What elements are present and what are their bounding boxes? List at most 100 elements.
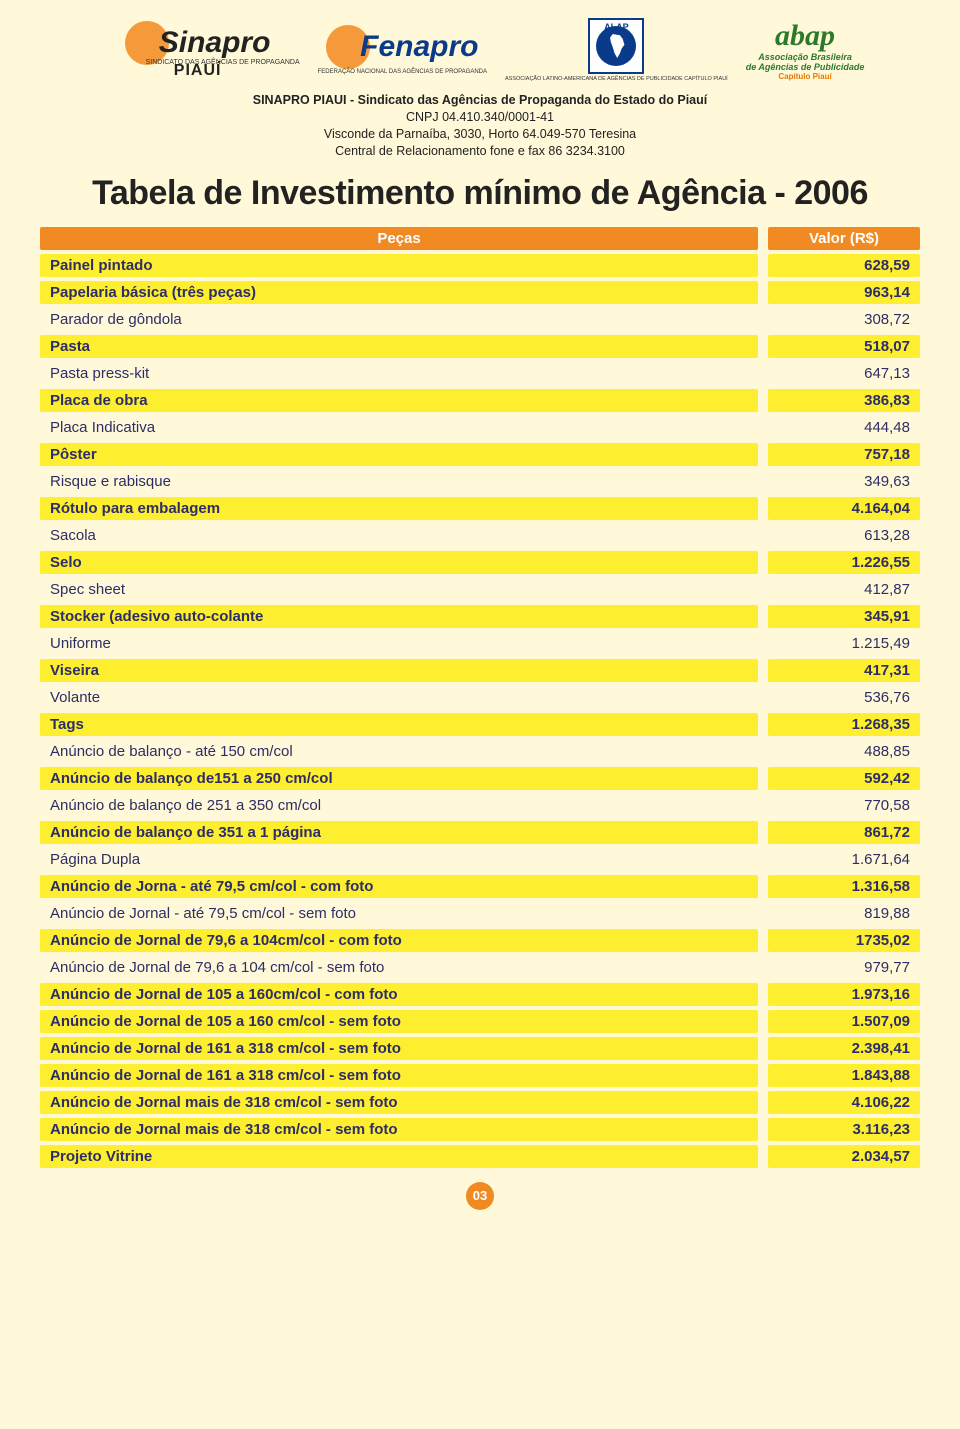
investment-table: Peças Valor (R$) Painel pintado 628,59 Pap… — [40, 227, 920, 1168]
cell-valor: 1.268,35 — [768, 713, 920, 736]
table-row: Anúncio de Jornal - até 79,5 cm/col - se… — [40, 902, 920, 925]
cell-pecas: Volante — [40, 686, 758, 709]
sinapro-logo: Sinapro SINDICATO DAS AGÊNCIAS DE PROPAG… — [96, 21, 300, 80]
table-row: Anúncio de Jorna - até 79,5 cm/col - com… — [40, 875, 920, 898]
sinapro-tiny: SINDICATO DAS AGÊNCIAS DE PROPAGANDA — [146, 59, 300, 66]
table-row: Rótulo para embalagem 4.164,04 — [40, 497, 920, 520]
cell-valor: 1.973,16 — [768, 983, 920, 1006]
cell-valor: 1.226,55 — [768, 551, 920, 574]
cell-valor: 3.116,23 — [768, 1118, 920, 1141]
cell-pecas: Anúncio de balanço - até 150 cm/col — [40, 740, 758, 763]
table-row: Uniforme 1.215,49 — [40, 632, 920, 655]
cell-valor: 1.671,64 — [768, 848, 920, 871]
cell-valor: 386,83 — [768, 389, 920, 412]
table-row: Papelaria básica (três peças) 963,14 — [40, 281, 920, 304]
cell-valor: 1.507,09 — [768, 1010, 920, 1033]
fenapro-tiny: FEDERAÇÃO NACIONAL DAS AGÊNCIAS DE PROPA… — [318, 69, 487, 75]
cell-pecas: Spec sheet — [40, 578, 758, 601]
cell-valor: 308,72 — [768, 308, 920, 331]
org-line-1: SINAPRO PIAUI - Sindicato das Agências d… — [40, 92, 920, 109]
table-row: Pôster 757,18 — [40, 443, 920, 466]
cell-pecas: Viseira — [40, 659, 758, 682]
table-row: Anúncio de balanço - até 150 cm/col 488,8… — [40, 740, 920, 763]
table-row: Volante536,76 — [40, 686, 920, 709]
th-valor: Valor (R$) — [768, 227, 920, 250]
table-row: Anúncio de Jornal de 105 a 160 cm/col - … — [40, 1010, 920, 1033]
cell-pecas: Stocker (adesivo auto-colante — [40, 605, 758, 628]
cell-pecas: Anúncio de Jornal mais de 318 cm/col - s… — [40, 1118, 758, 1141]
cell-pecas: Anúncio de balanço de 351 a 1 página — [40, 821, 758, 844]
cell-valor: 592,42 — [768, 767, 920, 790]
cell-pecas: Painel pintado — [40, 254, 758, 277]
sinapro-sub: PIAUÍ — [174, 62, 222, 80]
org-line-4: Central de Relacionamento fone e fax 86 … — [40, 143, 920, 160]
alap-logo: ALAP ASSOCIAÇÃO LATINO-AMERICANA DE AGÊN… — [505, 18, 728, 82]
sinapro-name: Sinapro — [159, 26, 271, 60]
cell-valor: 444,48 — [768, 416, 920, 439]
cell-valor: 647,13 — [768, 362, 920, 385]
cell-valor: 757,18 — [768, 443, 920, 466]
cell-pecas: Anúncio de Jornal de 161 a 318 cm/col - … — [40, 1064, 758, 1087]
cell-valor: 1.215,49 — [768, 632, 920, 655]
org-info: SINAPRO PIAUI - Sindicato das Agências d… — [40, 92, 920, 160]
cell-pecas: Pasta press-kit — [40, 362, 758, 385]
logo-bar: Sinapro SINDICATO DAS AGÊNCIAS DE PROPAG… — [40, 18, 920, 82]
cell-valor: 861,72 — [768, 821, 920, 844]
cell-pecas: Risque e rabisque — [40, 470, 758, 493]
cell-pecas: Uniforme — [40, 632, 758, 655]
table-row: Viseira 417,31 — [40, 659, 920, 682]
cell-pecas: Pasta — [40, 335, 758, 358]
table-row: Anúncio de Jornal de 79,6 a 104 cm/col -… — [40, 956, 920, 979]
cell-pecas: Página Dupla — [40, 848, 758, 871]
table-row: Anúncio de Jornal mais de 318 cm/col - s… — [40, 1118, 920, 1141]
abap-logo: abap Associação Brasileira de Agências d… — [746, 19, 865, 82]
table-row: Anúncio de Jornal de 161 a 318 cm/col - … — [40, 1064, 920, 1087]
table-row: Risque e rabisque349,63 — [40, 470, 920, 493]
cell-pecas: Anúncio de Jornal mais de 318 cm/col - s… — [40, 1091, 758, 1114]
cell-pecas: Pôster — [40, 443, 758, 466]
table-row: Anúncio de Jornal de 105 a 160cm/col - c… — [40, 983, 920, 1006]
table-row: Spec sheet412,87 — [40, 578, 920, 601]
org-line-3: Visconde da Parnaíba, 3030, Horto 64.049… — [40, 126, 920, 143]
table-row: Selo 1.226,55 — [40, 551, 920, 574]
cell-valor: 2.034,57 — [768, 1145, 920, 1168]
cell-valor: 613,28 — [768, 524, 920, 547]
cell-valor: 518,07 — [768, 335, 920, 358]
cell-pecas: Anúncio de balanço de151 a 250 cm/col — [40, 767, 758, 790]
org-line-2: CNPJ 04.410.340/0001-41 — [40, 109, 920, 126]
cell-pecas: Rótulo para embalagem — [40, 497, 758, 520]
table-row: Stocker (adesivo auto-colante345,91 — [40, 605, 920, 628]
table-row: Anúncio de Jornal de 161 a 318 cm/col - … — [40, 1037, 920, 1060]
abap-name: abap — [775, 19, 835, 52]
table-row: Anúncio de Jornal de 79,6 a 104cm/col - … — [40, 929, 920, 952]
cell-pecas: Parador de gôndola — [40, 308, 758, 331]
th-pecas: Peças — [40, 227, 758, 250]
fenapro-logo: Fenapro FEDERAÇÃO NACIONAL DAS AGÊNCIAS … — [318, 25, 487, 75]
alap-label: ALAP — [604, 22, 629, 32]
cell-pecas: Papelaria básica (três peças) — [40, 281, 758, 304]
cell-pecas: Selo — [40, 551, 758, 574]
cell-valor: 417,31 — [768, 659, 920, 682]
table-row: Placa Indicativa444,48 — [40, 416, 920, 439]
table-row: Tags 1.268,35 — [40, 713, 920, 736]
cell-pecas: Sacola — [40, 524, 758, 547]
cell-pecas: Tags — [40, 713, 758, 736]
cell-pecas: Placa de obra — [40, 389, 758, 412]
table-row: Anúncio de balanço de151 a 250 cm/col 592… — [40, 767, 920, 790]
table-row: Projeto Vitrine2.034,57 — [40, 1145, 920, 1168]
table-row: Página Dupla 1.671,64 — [40, 848, 920, 871]
cell-valor: 488,85 — [768, 740, 920, 763]
cell-pecas: Anúncio de Jornal de 105 a 160 cm/col - … — [40, 1010, 758, 1033]
cell-pecas: Anúncio de Jornal de 79,6 a 104cm/col - … — [40, 929, 758, 952]
cell-valor: 4.164,04 — [768, 497, 920, 520]
table-row: Anúncio de Jornal mais de 318 cm/col - s… — [40, 1091, 920, 1114]
page-title: Tabela de Investimento mínimo de Agência… — [40, 174, 920, 213]
table-row: Pasta 518,07 — [40, 335, 920, 358]
cell-valor: 2.398,41 — [768, 1037, 920, 1060]
table-row: Anúncio de balanço de 351 a 1 página 861,… — [40, 821, 920, 844]
table-body: Painel pintado 628,59 Papelaria básica (tr… — [40, 254, 920, 1168]
page-number: 03 — [466, 1182, 494, 1210]
cell-valor: 963,14 — [768, 281, 920, 304]
cell-valor: 979,77 — [768, 956, 920, 979]
cell-valor: 628,59 — [768, 254, 920, 277]
